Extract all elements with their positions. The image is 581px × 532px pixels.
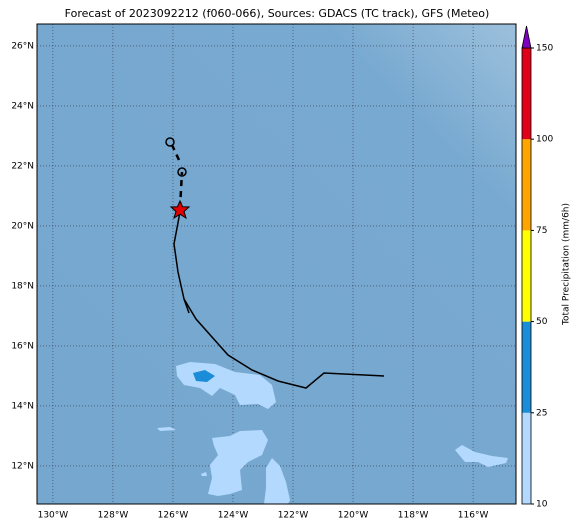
x-tick-label: 118°W (398, 511, 429, 521)
y-tick-label: 20°N (11, 221, 34, 231)
x-tick-label: 122°W (278, 511, 309, 521)
colorbar-segment (522, 230, 531, 322)
precip-heavy (193, 370, 215, 382)
map-background (37, 24, 516, 504)
colorbar-tick-label: 50 (536, 317, 548, 327)
x-tick-label: 120°W (338, 511, 369, 521)
colorbar-tick-label: 10 (536, 500, 548, 510)
y-tick-label: 22°N (11, 161, 34, 171)
tc-track (165, 137, 385, 389)
x-tick-label: 126°W (158, 511, 189, 521)
colorbar-tick-label: 75 (536, 226, 547, 236)
colorbar-segment (522, 48, 531, 140)
x-tick-label: 130°W (38, 511, 69, 521)
colorbar-segment (522, 321, 531, 413)
y-tick-label: 26°N (11, 41, 34, 51)
colorbar-tick-label: 100 (536, 135, 553, 145)
colorbar-segment (522, 139, 531, 231)
colorbar-tick-label: 150 (536, 44, 553, 54)
map-frame (36, 23, 517, 505)
colorbar-tick-label: 25 (536, 408, 547, 418)
y-tick-label: 14°N (11, 401, 34, 411)
x-tick-label: 116°W (458, 511, 489, 521)
title: Forecast of 2023092212 (f060-066), Sourc… (65, 7, 490, 20)
x-tick-label: 128°W (98, 511, 129, 521)
colorbar-label: Total Precipitation (mm/6h) (562, 203, 572, 326)
y-tick-label: 24°N (11, 101, 34, 111)
colorbar-segment (522, 412, 531, 504)
colorbar-frame (521, 47, 532, 505)
colorbar-extension (521, 25, 532, 49)
current-position (169, 199, 191, 220)
y-tick-label: 16°N (11, 341, 34, 351)
x-tick-label: 124°W (218, 511, 249, 521)
y-tick-label: 12°N (11, 461, 34, 471)
y-tick-label: 18°N (11, 281, 34, 291)
